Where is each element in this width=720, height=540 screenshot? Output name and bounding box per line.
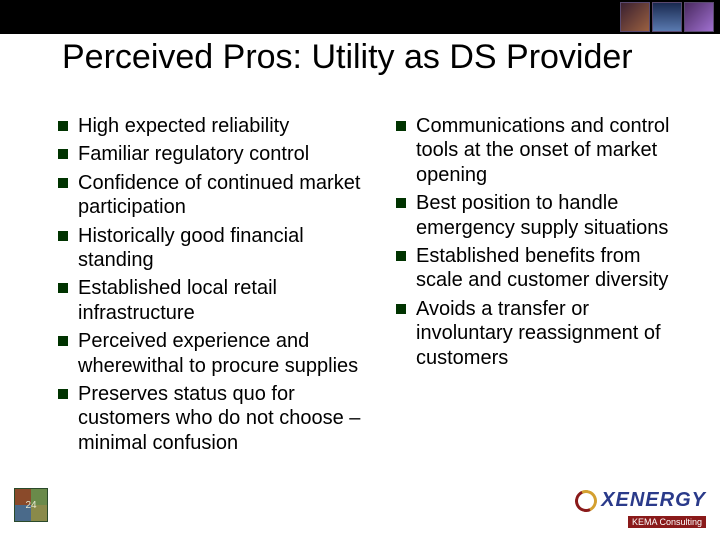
square-bullet-icon — [58, 283, 68, 293]
list-item: Established local retail infrastructure — [58, 276, 378, 325]
top-bar-decoration — [620, 2, 714, 32]
deco-chip — [620, 2, 650, 32]
logo-swirl-icon — [572, 486, 600, 514]
slide-number-badge: 24 — [14, 488, 48, 522]
square-bullet-icon — [58, 389, 68, 399]
slide-number: 24 — [25, 500, 36, 511]
square-bullet-icon — [58, 178, 68, 188]
list-item: Communications and control tools at the … — [396, 114, 670, 187]
list-item: Best position to handle emergency supply… — [396, 191, 670, 240]
left-column: High expected reliability Familiar regula… — [58, 114, 378, 459]
list-item: Established benefits from scale and cust… — [396, 244, 670, 293]
list-item-text: Perceived experience and wherewithal to … — [78, 329, 378, 378]
list-item-text: Established benefits from scale and cust… — [416, 244, 670, 293]
slide-title: Perceived Pros: Utility as DS Provider — [62, 38, 662, 77]
logo-main: XENERGY — [575, 489, 706, 512]
square-bullet-icon — [58, 149, 68, 159]
list-item: Avoids a transfer or involuntary reassig… — [396, 297, 670, 370]
list-item-text: Best position to handle emergency supply… — [416, 191, 670, 240]
list-item-text: Established local retail infrastructure — [78, 276, 378, 325]
list-item: Preserves status quo for customers who d… — [58, 382, 378, 455]
list-item: High expected reliability — [58, 114, 378, 138]
list-item: Perceived experience and wherewithal to … — [58, 329, 378, 378]
square-bullet-icon — [58, 336, 68, 346]
logo-text: XENERGY — [601, 489, 706, 512]
logo-subtext: KEMA Consulting — [628, 516, 706, 528]
list-item-text: Preserves status quo for customers who d… — [78, 382, 378, 455]
square-bullet-icon — [396, 121, 406, 131]
list-item-text: Avoids a transfer or involuntary reassig… — [416, 297, 670, 370]
deco-chip — [652, 2, 682, 32]
square-bullet-icon — [58, 121, 68, 131]
list-item-text: Familiar regulatory control — [78, 142, 309, 166]
square-bullet-icon — [58, 231, 68, 241]
deco-chip — [684, 2, 714, 32]
list-item: Confidence of continued market participa… — [58, 171, 378, 220]
top-bar — [0, 0, 720, 34]
square-bullet-icon — [396, 251, 406, 261]
square-bullet-icon — [396, 304, 406, 314]
list-item: Familiar regulatory control — [58, 142, 378, 166]
list-item-text: Confidence of continued market participa… — [78, 171, 378, 220]
logo-area: XENERGY KEMA Consulting — [575, 489, 706, 530]
list-item-text: High expected reliability — [78, 114, 289, 138]
list-item-text: Communications and control tools at the … — [416, 114, 670, 187]
square-bullet-icon — [396, 198, 406, 208]
list-item: Historically good financial standing — [58, 224, 378, 273]
right-column: Communications and control tools at the … — [396, 114, 670, 459]
list-item-text: Historically good financial standing — [78, 224, 378, 273]
slide: Perceived Pros: Utility as DS Provider H… — [0, 0, 720, 540]
content-area: High expected reliability Familiar regula… — [58, 114, 672, 459]
